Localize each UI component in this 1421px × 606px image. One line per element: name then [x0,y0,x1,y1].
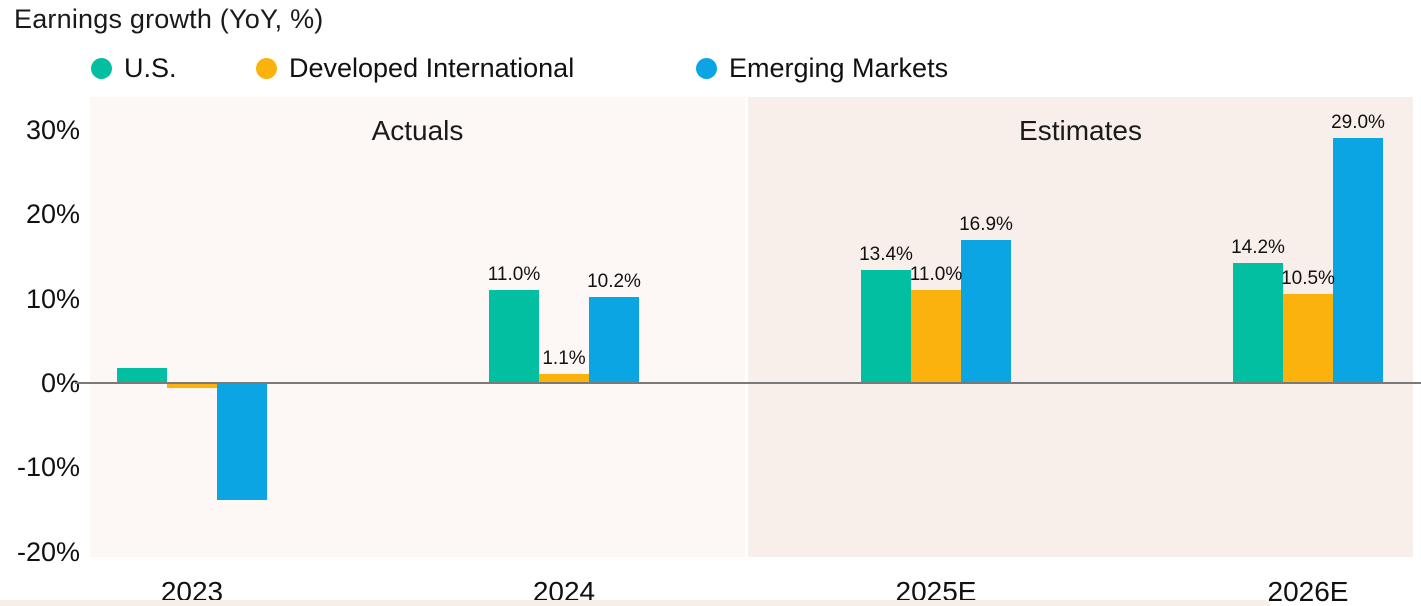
bar-em-2024 [589,296,639,383]
bar-em-2025E [961,240,1011,383]
legend-label-developed-international: Developed International [289,53,575,83]
y-tick-0%: 0% [40,368,80,398]
us-legend-dot-icon [91,57,112,79]
legend-label-emerging-markets: Emerging Markets [729,53,949,83]
y-tick-10%: 10% [25,283,80,314]
bar-value-label-dev_intl-2025E: 11.0% [909,264,963,286]
bottom-strip [0,600,1270,606]
bar-value-label-em-2025E: 16.9% [959,214,1013,236]
bar-value-label-us-2026E: 14.2% [1231,237,1285,259]
bar-value-label-dev_intl-2026E: 10.5% [1281,268,1335,290]
bar-em-2026E [1333,138,1383,383]
bar-em-2023 [217,383,267,501]
legend-label-us: U.S. [124,53,177,83]
bar-value-label-us-2024: 11.0% [487,264,541,286]
bar-value-label-us-2025E: 13.4% [859,243,913,265]
bar-us-2024 [489,290,539,383]
estimates-region-label: Estimates [1019,115,1142,146]
actuals-region-label: Actuals [371,115,464,146]
legend-item-developed-international: Developed International [256,52,574,84]
bar-value-label-em-2024: 10.2% [587,270,641,292]
y-tick-30%: 30% [25,114,80,145]
bar-us-2025E [861,269,911,383]
plot-area: Actuals Estimates 11.0% 1.1% 10.2% 13.4% 11.… [75,97,1421,557]
x-tick-2026E: 2026E [1267,576,1349,606]
bar-dev_intl-2025E [911,290,961,383]
bar-dev_intl-2023 [167,383,217,389]
zero-axis-line [75,382,1421,384]
y-tick-20%: 20% [25,199,80,230]
bar-us-2023 [117,367,167,383]
y-tick--10%: -10% [16,452,80,483]
bar-value-label-em-2026E: 29.0% [1331,112,1385,134]
emerging-markets-legend-dot-icon [696,57,717,79]
developed-international-legend-dot-icon [256,57,277,79]
bar-value-label-dev_intl-2024: 1.1% [542,347,586,369]
y-tick--20%: -20% [16,536,80,567]
legend-item-us: U.S. [91,52,177,84]
bar-dev_intl-2024 [539,373,589,383]
actuals-region: Actuals [90,97,745,557]
chart-title: Earnings growth (YoY, %) [14,4,324,34]
bar-us-2026E [1233,263,1283,383]
bar-dev_intl-2026E [1283,294,1333,383]
legend: U.S. Developed International Emerging Ma… [0,52,1421,84]
legend-item-emerging-markets: Emerging Markets [696,52,948,84]
